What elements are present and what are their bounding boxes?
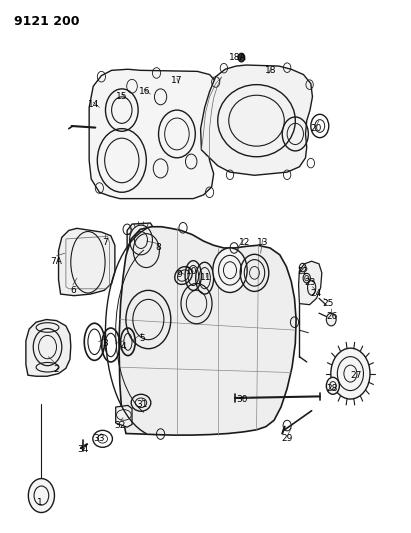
Text: 2: 2: [54, 366, 59, 374]
Text: 25: 25: [322, 299, 334, 308]
Polygon shape: [298, 261, 322, 305]
Text: 27: 27: [351, 370, 362, 379]
Text: 34: 34: [77, 445, 89, 454]
Text: 9: 9: [176, 270, 182, 279]
Circle shape: [326, 377, 339, 394]
Text: 1: 1: [37, 498, 43, 507]
Text: 3: 3: [103, 339, 109, 348]
Text: 26: 26: [326, 312, 338, 321]
Text: 6: 6: [70, 286, 76, 295]
Circle shape: [238, 53, 245, 62]
Text: 23: 23: [304, 278, 315, 287]
Text: 32: 32: [114, 421, 125, 430]
Text: 18: 18: [265, 66, 277, 75]
Text: 12: 12: [239, 238, 250, 247]
Text: 7: 7: [103, 238, 109, 247]
Circle shape: [331, 348, 370, 399]
Polygon shape: [201, 65, 312, 175]
Text: 29: 29: [282, 434, 293, 443]
Text: 13: 13: [257, 238, 268, 247]
Text: 22: 22: [298, 268, 309, 276]
Text: 33: 33: [94, 434, 105, 443]
Text: 18A: 18A: [229, 53, 247, 62]
Circle shape: [28, 479, 55, 513]
Text: 8: 8: [156, 244, 162, 253]
Text: 14: 14: [88, 100, 99, 109]
Text: 9121 200: 9121 200: [14, 14, 79, 28]
Text: 7A: 7A: [51, 257, 62, 265]
Text: 15: 15: [116, 92, 127, 101]
Circle shape: [213, 248, 247, 293]
Text: 20: 20: [310, 124, 321, 133]
Polygon shape: [115, 406, 132, 427]
Polygon shape: [58, 228, 115, 296]
Text: 24: 24: [310, 288, 321, 297]
Text: 11: 11: [200, 272, 211, 281]
Text: 17: 17: [171, 76, 182, 85]
Text: 16: 16: [139, 87, 150, 96]
Text: 30: 30: [236, 394, 248, 403]
Polygon shape: [119, 227, 296, 435]
Polygon shape: [127, 223, 157, 258]
Polygon shape: [89, 69, 220, 199]
Text: 4: 4: [121, 342, 127, 351]
Circle shape: [326, 313, 336, 326]
Text: 28: 28: [326, 384, 338, 393]
Text: 10: 10: [185, 268, 197, 276]
Polygon shape: [26, 319, 71, 376]
Text: 5: 5: [139, 334, 145, 343]
Text: 31: 31: [136, 400, 148, 409]
